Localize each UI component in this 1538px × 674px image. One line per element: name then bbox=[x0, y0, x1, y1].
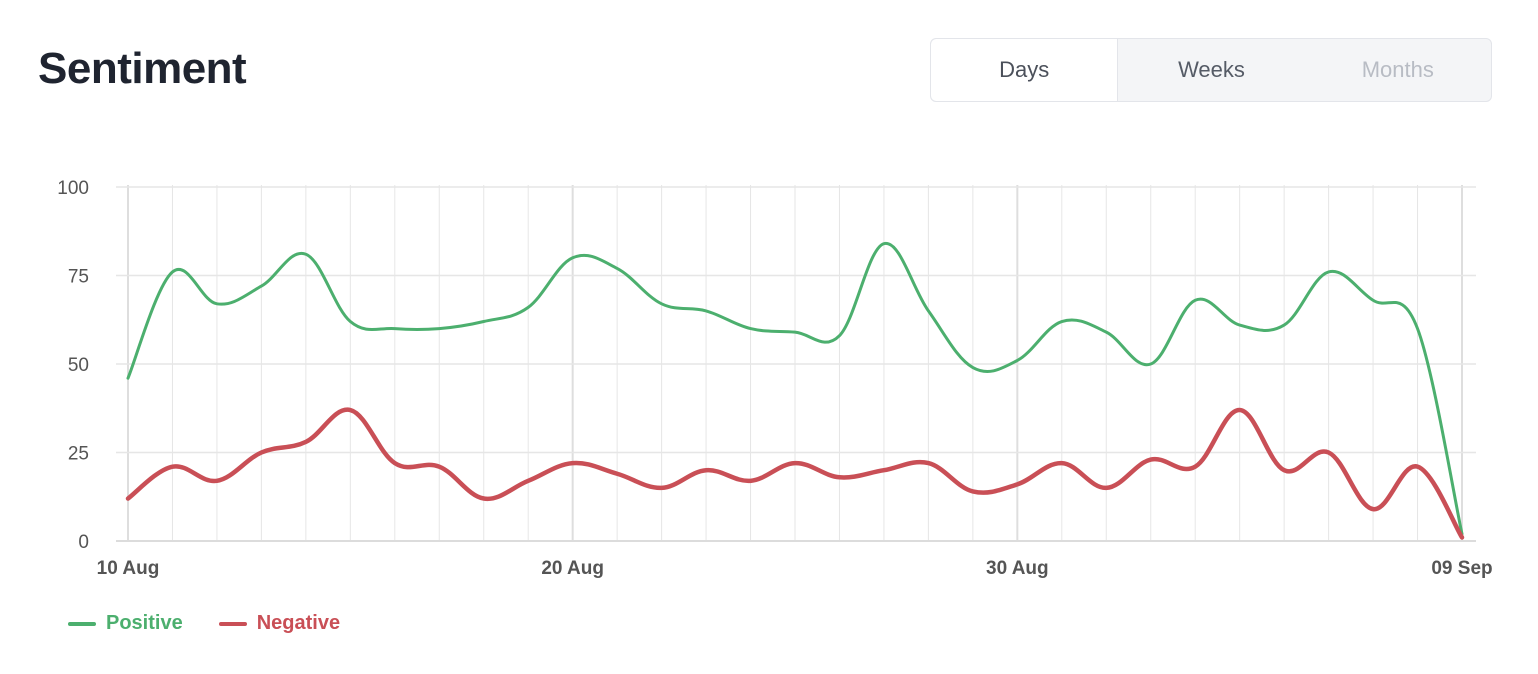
months-tab[interactable]: Months bbox=[1361, 57, 1434, 82]
y-tick-label: 50 bbox=[68, 355, 89, 376]
legend-item-positive[interactable]: Positive bbox=[68, 612, 183, 635]
chart-axes: 0 25 50 75 100 10 Aug 20 Aug 30 Aug 09 Sep bbox=[57, 178, 1492, 579]
chart-series bbox=[125, 242, 1465, 540]
page-title: Sentiment bbox=[38, 44, 247, 93]
y-tick-label: 75 bbox=[68, 267, 89, 288]
legend-label-positive: Positive bbox=[106, 612, 183, 634]
x-tick-label: 20 Aug bbox=[541, 558, 604, 579]
days-tab[interactable]: Days bbox=[931, 39, 1119, 101]
chart-grid bbox=[116, 185, 1476, 542]
x-tick-label: 30 Aug bbox=[986, 558, 1049, 579]
series-line-negative bbox=[125, 407, 1465, 540]
legend-swatch-positive bbox=[68, 621, 96, 626]
legend-label-negative: Negative bbox=[256, 612, 341, 634]
x-tick-label: 09 Sep bbox=[1431, 558, 1492, 579]
sentiment-line-chart: 0 25 50 75 100 10 Aug 20 Aug 30 Aug 09 Sep bbox=[57, 178, 1492, 579]
series-line-positive bbox=[126, 242, 1464, 536]
y-tick-label: 0 bbox=[78, 532, 89, 553]
legend-item-negative[interactable]: Negative bbox=[218, 612, 341, 635]
time-range-toggle: Days Weeks Months bbox=[930, 38, 1492, 102]
x-tick-label: 10 Aug bbox=[97, 558, 160, 579]
weeks-tab[interactable]: Weeks bbox=[1178, 57, 1245, 82]
y-tick-label: 25 bbox=[68, 444, 89, 465]
y-tick-label: 100 bbox=[57, 178, 89, 199]
legend-swatch-negative bbox=[218, 621, 247, 626]
chart-legend: Positive Negative bbox=[68, 612, 340, 635]
